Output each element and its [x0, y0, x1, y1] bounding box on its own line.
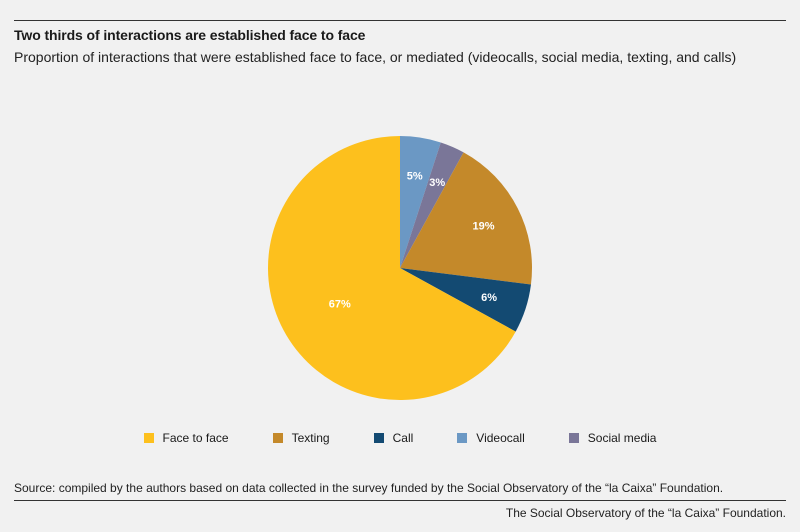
pie-slice-social-media	[400, 142, 464, 268]
legend-label-social-media: Social media	[587, 431, 657, 445]
slice-label-social-media: 3%	[429, 177, 445, 189]
legend-item-call: Call	[373, 431, 414, 445]
slice-label-videocall: 5%	[407, 170, 423, 182]
top-rule	[14, 20, 786, 21]
legend-item-face-to-face: Face to face	[143, 431, 229, 445]
legend-label-call: Call	[392, 431, 414, 445]
pie-slice-texting	[400, 152, 533, 285]
chart-title: Two thirds of interactions are establish…	[14, 27, 366, 43]
legend-swatch-texting	[272, 433, 283, 443]
legend-item-texting: Texting	[272, 431, 330, 445]
footer-credit: The Social Observatory of the “la Caixa”…	[505, 506, 786, 520]
source-note: Source: compiled by the authors based on…	[14, 481, 724, 495]
slice-label-texting: 19%	[472, 220, 494, 232]
chart-legend: Face to face Texting Call Videocall Social m…	[0, 431, 800, 445]
legend-swatch-social-media	[568, 433, 579, 443]
legend-label-face-to-face: Face to face	[162, 431, 229, 445]
slice-label-face-to-face: 67%	[329, 299, 351, 311]
bottom-rule	[14, 500, 786, 501]
legend-label-texting: Texting	[291, 431, 330, 445]
legend-item-social-media: Social media	[568, 431, 657, 445]
slice-label-call: 6%	[481, 292, 497, 304]
legend-label-videocall: Videocall	[476, 431, 525, 445]
legend-swatch-face-to-face	[143, 433, 154, 443]
pie-slice-videocall	[400, 136, 441, 268]
legend-item-videocall: Videocall	[457, 431, 525, 445]
pie-slice-face-to-face	[268, 136, 516, 400]
legend-swatch-call	[373, 433, 384, 443]
legend-swatch-videocall	[457, 433, 468, 443]
pie-slice-call	[400, 268, 531, 332]
chart-subtitle: Proportion of interactions that were est…	[14, 49, 737, 65]
